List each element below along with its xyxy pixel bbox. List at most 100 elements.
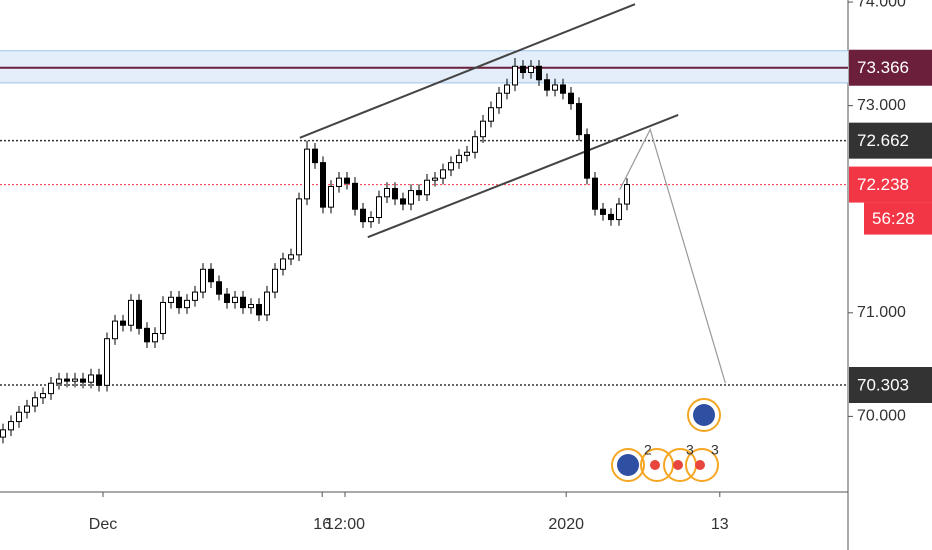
candle-body <box>320 162 326 208</box>
candle-body <box>64 378 70 382</box>
candle-body <box>288 254 294 260</box>
candle-body <box>104 338 110 386</box>
candle-body <box>552 84 558 91</box>
event-count: 3 <box>711 442 719 458</box>
event-count: 2 <box>644 442 652 458</box>
event-flag <box>693 404 715 426</box>
price-badge <box>849 49 932 86</box>
candle-body <box>208 268 214 283</box>
candle-body <box>624 184 630 205</box>
price-badge <box>849 122 932 159</box>
candle-body <box>240 296 246 309</box>
candle-body <box>312 148 318 164</box>
candle-body <box>616 203 622 221</box>
candle-body <box>136 299 142 329</box>
price-badge-label: 72.662 <box>857 131 909 150</box>
x-tick-label: Dec <box>89 516 117 533</box>
candle-body <box>168 296 174 303</box>
candle-body <box>112 320 118 340</box>
candle-body <box>56 378 62 384</box>
candle-body <box>184 299 190 309</box>
candle-body <box>608 213 614 221</box>
candle-body <box>32 397 38 407</box>
y-tick-label: 70.000 <box>857 408 906 425</box>
candle-body <box>464 151 470 156</box>
price-badge <box>849 166 932 203</box>
candle-body <box>120 320 126 326</box>
price-badge <box>849 367 932 404</box>
candle-body <box>584 134 590 179</box>
candle-body <box>592 177 598 210</box>
candle-body <box>72 378 78 382</box>
event-flag <box>650 460 660 470</box>
candle-body <box>248 304 254 309</box>
candle-body <box>16 411 22 423</box>
candle-body <box>24 405 30 413</box>
candle-body <box>344 177 350 184</box>
candle-body <box>144 327 150 343</box>
candle-body <box>232 296 238 303</box>
candle-body <box>360 208 366 223</box>
event-flag <box>673 460 683 470</box>
candle-body <box>544 79 550 91</box>
candle-body <box>88 374 94 383</box>
candle-body <box>392 188 398 200</box>
trend-line <box>367 114 679 239</box>
y-tick-label: 71.000 <box>857 304 906 321</box>
candle-body <box>296 198 302 256</box>
candle-body <box>384 188 390 198</box>
candle-body <box>488 107 494 122</box>
event-icons: 2 3 3 <box>611 398 721 482</box>
candle-body <box>400 198 406 205</box>
y-tick-label: 73.000 <box>857 97 906 114</box>
candle-body <box>472 136 478 153</box>
trend-line <box>619 127 726 384</box>
candle-body <box>280 258 286 270</box>
countdown-label: 56:28 <box>872 209 915 228</box>
candle-body <box>336 177 342 187</box>
candle-body <box>432 177 438 181</box>
candle-body <box>256 304 262 316</box>
candle-body <box>264 291 270 316</box>
candle-body <box>440 169 446 179</box>
candle-body <box>40 393 46 399</box>
x-tick-label: 13 <box>711 516 729 533</box>
candle-body <box>368 217 374 223</box>
candle-body <box>576 103 582 136</box>
candle-body <box>424 179 430 196</box>
candle-body <box>304 148 310 200</box>
candle-body <box>216 281 222 295</box>
candle-body <box>600 208 606 215</box>
candle-body <box>8 421 14 431</box>
candle-body <box>560 84 566 94</box>
candle-body <box>448 162 454 171</box>
candle-body <box>456 154 462 164</box>
candle-body <box>416 190 422 196</box>
candle-body <box>376 196 382 219</box>
candle-body <box>176 296 182 309</box>
plot <box>0 3 848 444</box>
candle-body <box>512 65 518 86</box>
candle-body <box>160 301 166 335</box>
countdown-badge <box>864 202 932 235</box>
candle-body <box>128 299 134 326</box>
candle-body <box>328 185 334 208</box>
price-axis-bg <box>848 0 932 550</box>
price-badge-label: 70.303 <box>857 375 909 394</box>
event-flag <box>695 460 705 470</box>
candle-body <box>152 333 158 343</box>
event-flag <box>617 454 639 476</box>
candle-body <box>272 268 278 293</box>
candle-body <box>528 65 534 74</box>
candle-body <box>352 182 358 210</box>
event-icon <box>685 448 719 482</box>
candle-body <box>0 429 6 438</box>
candle-body <box>568 92 574 105</box>
candle-body <box>192 291 198 301</box>
candle-body <box>480 120 486 138</box>
candle-body <box>200 268 206 293</box>
x-tick-label: 16 <box>313 516 331 533</box>
candle-body <box>504 84 510 94</box>
price-badge-label: 72.238 <box>857 175 909 194</box>
